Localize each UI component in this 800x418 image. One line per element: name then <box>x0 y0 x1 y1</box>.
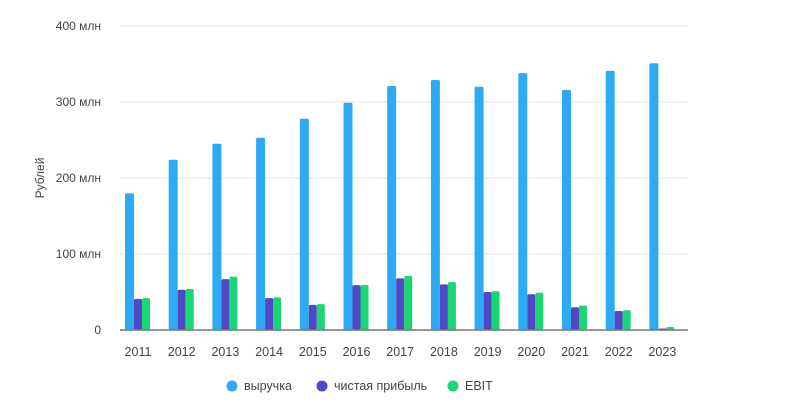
legend-label: EBIT <box>465 379 493 393</box>
x-axis-ticks: 2011 2012 2013 2014 2015 2016 2017 2018 2019 2020… <box>125 345 677 359</box>
bar-1-2018 <box>439 284 448 330</box>
bar-1-2011 <box>134 298 142 330</box>
legend-marker <box>226 380 238 392</box>
x-tick-label: 2019 <box>474 345 502 359</box>
bar-1-2016 <box>352 285 361 330</box>
bar-1-2012 <box>177 289 186 330</box>
y-tick-label: 300 млн <box>56 95 101 109</box>
bar-1-2013 <box>221 279 230 330</box>
bar-2-2018 <box>447 282 456 330</box>
bar-2-2022 <box>622 310 631 330</box>
bar-2-2023 <box>666 326 675 330</box>
bar-2-2019 <box>491 291 500 330</box>
x-tick-label: 2012 <box>168 345 196 359</box>
legend-marker <box>447 380 459 392</box>
x-tick-label: 2013 <box>211 345 239 359</box>
x-tick-label: 2016 <box>343 345 371 359</box>
legend: выручка чистая прибыль EBIT <box>226 379 493 393</box>
bar-2-2012 <box>185 288 194 330</box>
bar-0-2018 <box>430 79 440 331</box>
x-tick-label: 2015 <box>299 345 327 359</box>
bar-2-2021 <box>579 305 587 330</box>
bar-2-2016 <box>360 285 369 330</box>
bar-1-2014 <box>265 298 274 330</box>
bar-1-2020 <box>527 294 536 330</box>
bar-0-2020 <box>518 73 528 331</box>
x-tick-label: 2020 <box>517 345 545 359</box>
bar-0-2021 <box>562 89 571 330</box>
gridlines <box>120 25 688 255</box>
legend-label: чистая прибыль <box>334 379 427 393</box>
bar-0-2011 <box>125 193 134 330</box>
bar-2-2017 <box>404 276 413 330</box>
x-tick-label: 2023 <box>648 345 676 359</box>
legend-marker <box>316 380 328 392</box>
x-tick-label: 2022 <box>605 345 633 359</box>
bar-0-2017 <box>387 86 397 330</box>
y-tick-label: 100 млн <box>56 247 101 261</box>
y-tick-label: 0 <box>94 323 101 337</box>
bar-1-2017 <box>396 278 405 330</box>
legend-label: выручка <box>244 379 292 393</box>
bar-1-2015 <box>308 304 317 330</box>
x-tick-label: 2011 <box>125 345 152 359</box>
bar-0-2015 <box>299 118 309 330</box>
bar-1-2019 <box>483 292 492 330</box>
y-axis-ticks: 0 100 млн 200 млн 300 млн 400 млн <box>56 19 102 337</box>
y-axis-label: Рублей <box>33 158 47 199</box>
bar-2-2013 <box>229 276 238 330</box>
bar-0-2013 <box>212 143 222 330</box>
bar-2-2020 <box>535 292 544 330</box>
x-tick-label: 2017 <box>386 345 414 359</box>
y-tick-label: 200 млн <box>56 171 101 185</box>
bar-0-2019 <box>474 86 484 330</box>
bar-0-2023 <box>649 63 659 331</box>
bar-1-2021 <box>571 307 579 330</box>
bar-2-2014 <box>273 297 282 330</box>
bar-2-2015 <box>316 304 325 330</box>
bar-0-2012 <box>168 159 178 330</box>
bar-1-2022 <box>614 311 623 330</box>
y-tick-label: 400 млн <box>56 19 101 33</box>
bar-0-2014 <box>256 137 266 330</box>
x-tick-label: 2018 <box>430 345 458 359</box>
bar-0-2022 <box>605 70 615 330</box>
bar-0-2016 <box>343 102 353 330</box>
bar-2-2011 <box>142 298 150 330</box>
x-tick-label: 2021 <box>561 345 589 359</box>
x-tick-label: 2014 <box>255 345 283 359</box>
bars <box>125 63 675 331</box>
